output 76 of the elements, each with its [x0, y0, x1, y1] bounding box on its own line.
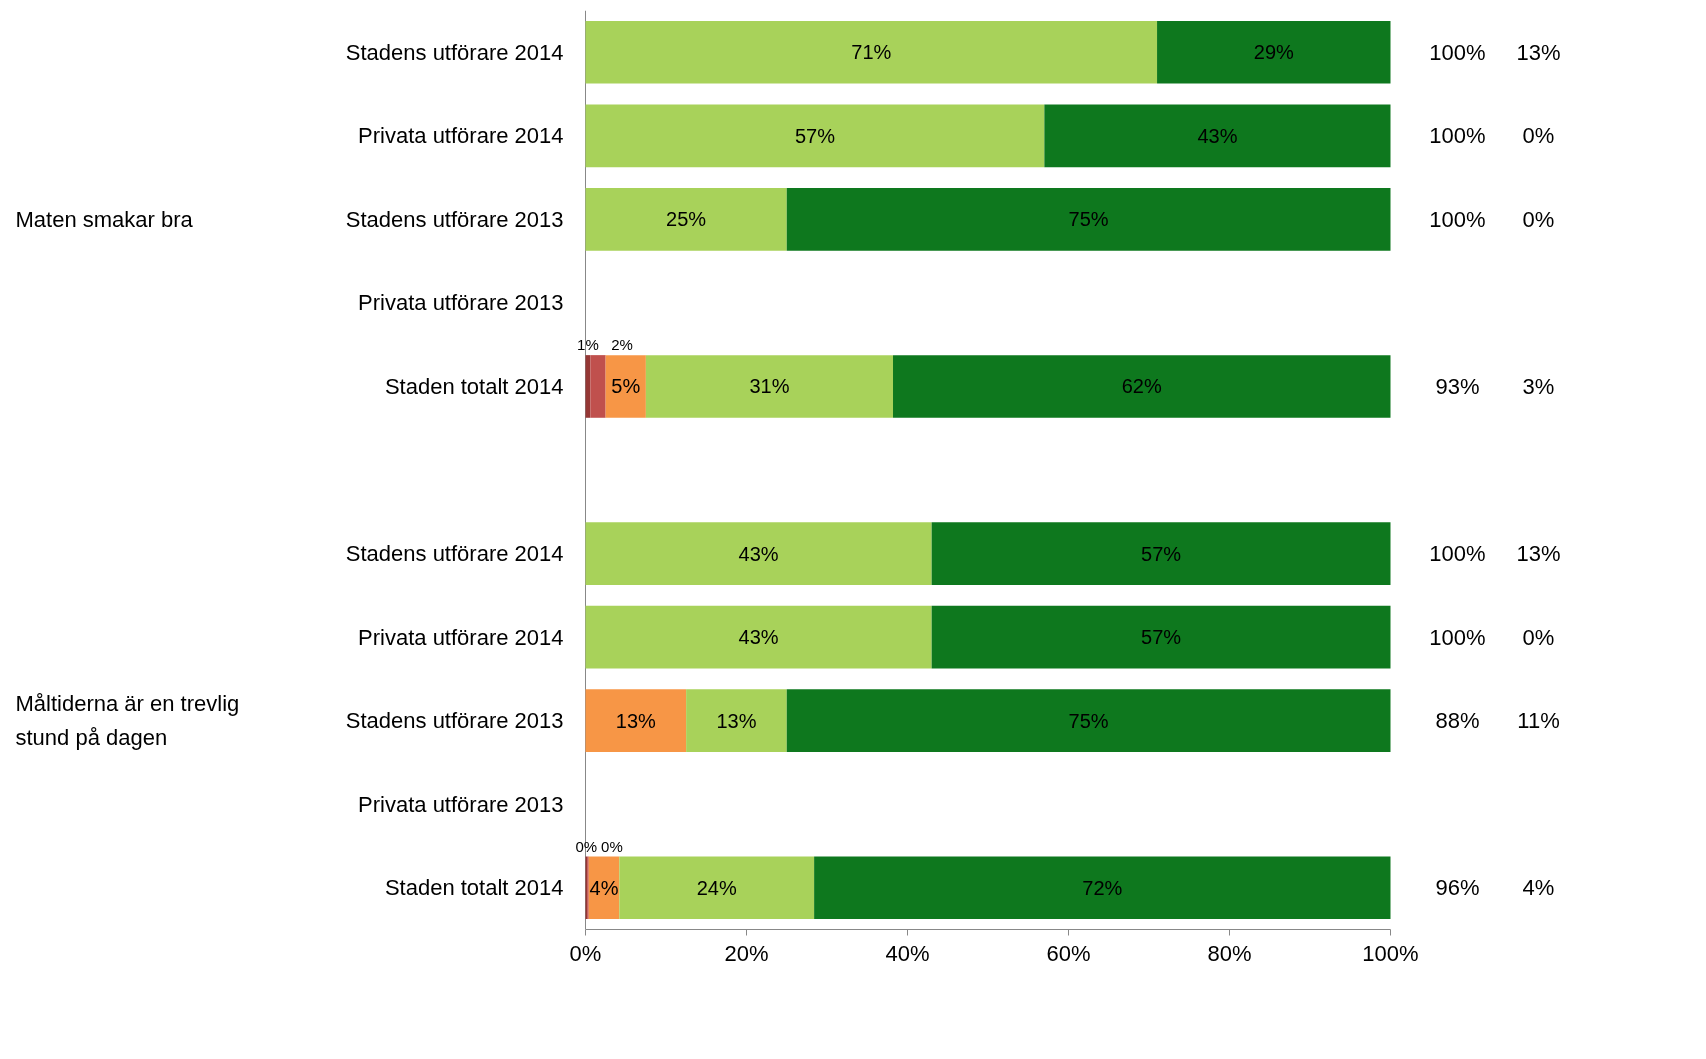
data-label: 62% — [1121, 375, 1162, 398]
text: 100% — [1429, 123, 1486, 149]
y-tick-label: Staden totalt 2014 — [384, 875, 564, 901]
text: 0% — [1522, 206, 1555, 232]
y-tick-label: Stadens utförare 2013 — [345, 206, 564, 232]
x-tick-label: 60% — [1046, 940, 1091, 966]
bar — [585, 104, 1045, 168]
data-label: 2% — [611, 336, 633, 354]
y-tick-label: Stadens utförare 2014 — [345, 39, 564, 65]
data-label: 29% — [1253, 41, 1295, 64]
text: 0% — [1522, 624, 1555, 650]
text: 100% — [1429, 541, 1486, 567]
text: 13% — [1516, 541, 1561, 567]
bar — [786, 689, 1391, 752]
y-tick-label: Stadens utförare 2014 — [345, 541, 564, 567]
bar — [585, 20, 1158, 84]
data-label: 57% — [1141, 542, 1182, 565]
data-label: 13% — [716, 709, 757, 732]
bar — [931, 522, 1391, 585]
y-tick-label: Privata utförare 2013 — [358, 290, 564, 316]
data-label: 43% — [738, 542, 779, 565]
data-label: 31% — [749, 375, 790, 398]
text: 3% — [1522, 373, 1555, 399]
x-tick-label: 40% — [885, 940, 930, 966]
bar — [590, 355, 606, 418]
text: Maten smakar bra — [15, 206, 194, 232]
data-label: 43% — [1197, 124, 1238, 147]
text: 93% — [1435, 373, 1480, 399]
y-tick-label: Privata utförare 2014 — [358, 624, 564, 650]
data-label: 75% — [1068, 208, 1109, 231]
bar — [786, 188, 1391, 251]
data-label: 0% — [575, 837, 598, 855]
data-label: 0% — [601, 837, 623, 855]
data-label: 43% — [738, 626, 779, 649]
data-label: 57% — [1141, 626, 1182, 649]
bar — [931, 605, 1391, 669]
y-tick-label: Staden totalt 2014 — [384, 373, 564, 399]
text: 88% — [1435, 708, 1480, 734]
bar — [893, 355, 1391, 418]
text: 100% — [1429, 206, 1486, 232]
bar — [585, 689, 687, 752]
bar — [619, 856, 815, 920]
text: 96% — [1435, 875, 1480, 901]
data-label: 57% — [794, 124, 836, 147]
data-label: 24% — [696, 876, 737, 899]
data-label: 72% — [1082, 876, 1123, 899]
x-tick-label: 0% — [569, 940, 602, 966]
text: 100% — [1429, 624, 1486, 650]
data-label: 5% — [611, 375, 641, 398]
text: 100% — [1429, 39, 1486, 65]
data-label: 13% — [615, 709, 657, 732]
bar — [686, 689, 787, 752]
data-label: 4% — [589, 876, 619, 899]
x-tick-label: 20% — [724, 940, 769, 966]
data-label: 75% — [1068, 709, 1109, 732]
data-label: 71% — [851, 41, 892, 64]
bar — [605, 355, 646, 418]
data-label: 1% — [577, 336, 599, 354]
text: 4% — [1522, 875, 1555, 901]
bar — [1044, 104, 1391, 168]
bar — [814, 856, 1391, 920]
bar — [585, 605, 932, 669]
bar — [1157, 20, 1391, 84]
bar — [585, 522, 932, 585]
x-tick-label: 100% — [1362, 940, 1419, 966]
text: 13% — [1516, 39, 1561, 65]
bar — [585, 188, 787, 251]
y-tick-label: Stadens utförare 2013 — [345, 708, 564, 734]
y-tick-label: Privata utförare 2013 — [358, 791, 564, 817]
bar — [645, 355, 894, 418]
text: 0% — [1522, 123, 1555, 149]
text: Måltiderna är en trevlig stund på dagen — [15, 691, 240, 751]
text: 11% — [1517, 708, 1560, 734]
x-tick-label: 80% — [1207, 940, 1252, 966]
data-label: 25% — [666, 208, 707, 231]
y-tick-label: Privata utförare 2014 — [358, 123, 564, 149]
